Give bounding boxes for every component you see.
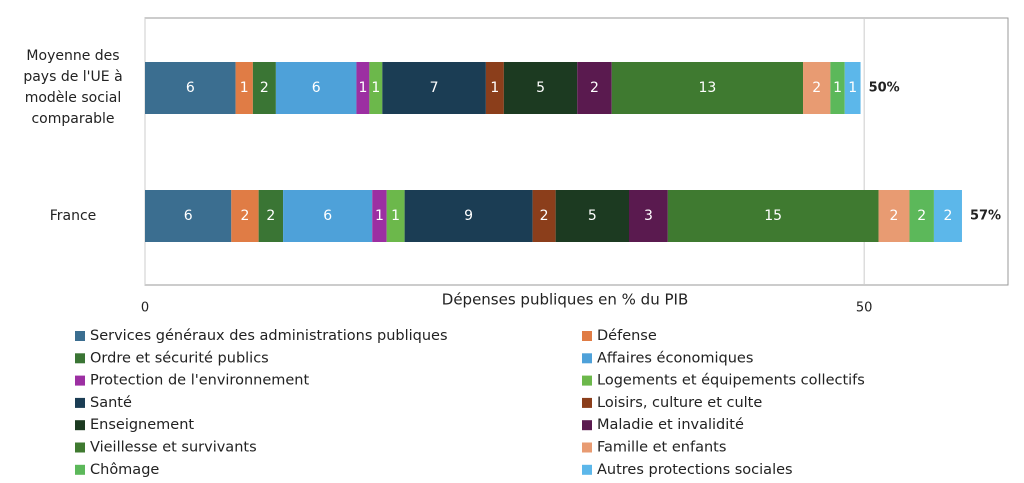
segment-label: 3	[644, 208, 653, 224]
segment-label: 1	[391, 208, 400, 224]
bar-segment	[844, 62, 861, 114]
legend-label: Maladie et invalidité	[597, 417, 744, 433]
segment-label: 2	[260, 80, 269, 96]
bar-segment	[577, 62, 612, 114]
bar-segment	[555, 190, 629, 242]
legend-swatch	[75, 397, 85, 408]
total-label: 50%	[869, 81, 900, 96]
plot-frame	[144, 17, 1009, 286]
segment-label: 6	[186, 80, 195, 96]
bar-segment	[803, 62, 831, 114]
legend-label: Protection de l'environnement	[90, 373, 309, 389]
segment-label: 13	[698, 80, 716, 96]
legend-label: Autres protections sociales	[597, 462, 793, 478]
segment-label: 1	[375, 208, 384, 224]
bar-segment	[231, 190, 259, 242]
bar-segment	[404, 190, 533, 242]
legend-swatch	[75, 464, 85, 475]
segment-label: 2	[943, 208, 952, 224]
legend-label: Santé	[90, 395, 132, 411]
bar-segment	[252, 62, 276, 114]
legend-swatch	[582, 397, 592, 408]
segment-label: 6	[184, 208, 193, 224]
bar-segment	[275, 62, 357, 114]
bar-segment	[628, 190, 668, 242]
segment-label: 1	[848, 80, 857, 96]
bar-segment	[372, 190, 387, 242]
segment-label: 2	[266, 208, 275, 224]
bar-segment	[532, 190, 556, 242]
legend-label: Vieillesse et survivants	[90, 440, 257, 456]
bar-segment	[667, 190, 879, 242]
bar-segment	[382, 62, 486, 114]
legend-label: Famille et enfants	[597, 440, 726, 456]
legend-swatch	[582, 331, 592, 341]
bar-segment	[611, 62, 804, 114]
legend-label: Ordre et sécurité publics	[90, 350, 269, 366]
legend-swatch	[75, 442, 85, 453]
segment-label: 2	[890, 208, 899, 224]
segment-label: 1	[833, 80, 842, 96]
bar-segment	[503, 62, 578, 114]
legend-label: Chômage	[90, 462, 159, 478]
bar-segment	[909, 190, 934, 242]
segment-label: 2	[917, 208, 926, 224]
x-tick-label: 0	[141, 301, 149, 316]
segment-label: 1	[240, 80, 249, 96]
legend-label: Logements et équipements collectifs	[597, 373, 865, 389]
legend-swatch	[75, 353, 85, 364]
segment-label: 5	[536, 80, 545, 96]
bar-segment	[145, 62, 236, 114]
legend-label: Services généraux des administrations pu…	[90, 328, 448, 344]
legend-label: Loisirs, culture et culte	[597, 395, 762, 411]
bar-segment	[878, 190, 910, 242]
segment-label: 2	[812, 80, 821, 96]
bar-segment	[145, 190, 232, 242]
legend-swatch	[75, 375, 85, 386]
segment-label: 6	[323, 208, 332, 224]
legend-swatch	[582, 375, 592, 386]
category-label: France	[49, 207, 97, 224]
bar-segment	[235, 62, 253, 114]
total-label: 57%	[970, 209, 1001, 224]
x-tick-label: 50	[856, 301, 873, 316]
legend-swatch	[582, 464, 592, 475]
bar-segment	[258, 190, 284, 242]
bar-segment	[933, 190, 962, 242]
segment-label: 15	[764, 208, 782, 224]
legend-label: Affaires économiques	[597, 350, 753, 366]
segment-label: 9	[464, 208, 473, 224]
bar-segment	[356, 62, 370, 114]
bar-segment	[369, 62, 383, 114]
bar-segment	[830, 62, 845, 114]
legend-swatch	[582, 353, 592, 364]
segment-label: 1	[490, 80, 499, 96]
bar-segment	[283, 190, 373, 242]
legend-label: Défense	[597, 328, 657, 344]
bar-segment	[386, 190, 405, 242]
segment-label: 2	[590, 80, 599, 96]
category-label: Moyenne des pays de l'UE à modèle social…	[23, 48, 123, 127]
legend-swatch	[582, 442, 592, 453]
legend-swatch	[75, 420, 85, 431]
segment-label: 2	[540, 208, 549, 224]
legend-swatch	[75, 331, 85, 341]
legend-label: Enseignement	[90, 417, 194, 433]
segment-label: 5	[588, 208, 597, 224]
segment-label: 1	[371, 80, 380, 96]
x-axis-label: Dépenses publiques en % du PIB	[442, 291, 688, 309]
legend-swatch	[582, 420, 592, 431]
segment-label: 6	[312, 80, 321, 96]
segment-label: 2	[241, 208, 250, 224]
segment-label: 7	[430, 80, 439, 96]
bar-segment	[485, 62, 504, 114]
segment-label: 1	[358, 80, 367, 96]
